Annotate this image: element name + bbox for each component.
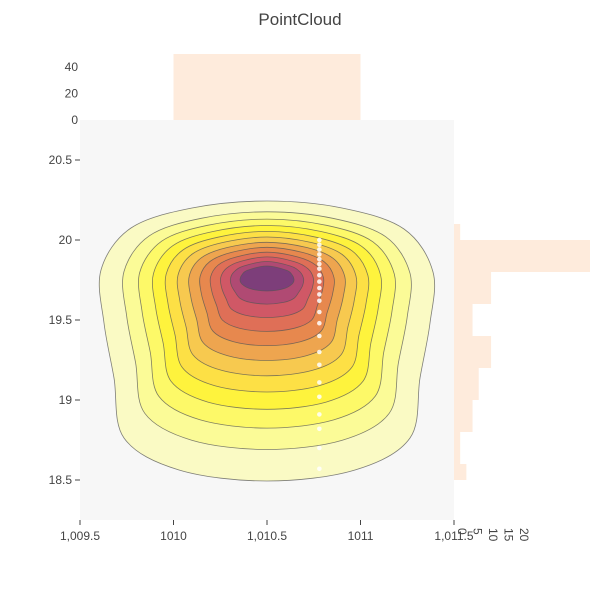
data-point: [317, 298, 322, 304]
top-histogram-tick-label: 0: [71, 113, 78, 127]
right-histogram-bar: [454, 368, 479, 384]
top-histogram-axis: 0 20 40: [65, 60, 79, 127]
data-point: [317, 309, 322, 315]
data-point: [317, 426, 322, 432]
data-point: [317, 362, 322, 368]
y-tick-label: 18.5: [49, 473, 73, 487]
chart-title: PointCloud: [258, 10, 341, 29]
x-tick-label: 1011: [348, 529, 374, 543]
data-point: [317, 279, 322, 284]
right-histogram-tick-label: 5: [470, 528, 484, 535]
data-point: [317, 292, 322, 297]
right-histogram-bar: [454, 224, 461, 240]
right-histogram-bar: [454, 432, 461, 448]
top-histogram: [173, 54, 361, 120]
data-point: [317, 380, 322, 385]
data-point: [317, 256, 322, 262]
data-point: [317, 412, 322, 417]
data-point: [317, 394, 322, 400]
top-histogram-tick-label: 40: [65, 60, 79, 74]
data-point: [317, 445, 322, 451]
x-tick-label: 1,009.5: [60, 529, 100, 543]
y-tick-label: 20.5: [49, 153, 73, 167]
scatter-points: [317, 237, 322, 472]
x-tick-label: 1,011.5: [434, 529, 473, 543]
top-histogram-tick-label: 20: [65, 87, 79, 101]
data-point: [317, 252, 322, 257]
data-point: [317, 320, 322, 326]
right-histogram-bar: [454, 304, 473, 320]
right-histogram-bar: [454, 272, 492, 288]
right-histogram: [454, 224, 590, 480]
right-histogram-axis: 0 5 10 15 20: [455, 528, 531, 542]
right-histogram-bar: [454, 384, 479, 400]
x-tick-label: 1,010.5: [247, 529, 287, 543]
right-histogram-tick-label: 10: [486, 528, 500, 542]
density-contours: [98, 200, 436, 482]
data-point: [317, 349, 322, 355]
top-histogram-bar: [173, 54, 361, 120]
right-histogram-tick-label: 0: [455, 528, 469, 535]
data-point: [317, 333, 322, 339]
right-histogram-bar: [454, 256, 590, 272]
right-histogram-bar: [454, 352, 492, 368]
data-point: [317, 242, 322, 248]
contour-level-12: [239, 265, 295, 292]
data-point: [317, 466, 322, 472]
data-point: [317, 285, 322, 291]
x-axis: 1,009.5 1010 1,010.5 1011 1,011.5: [60, 520, 474, 543]
right-histogram-bar: [454, 416, 473, 432]
right-histogram-bar: [454, 336, 492, 352]
data-point: [317, 237, 322, 243]
right-histogram-tick-label: 15: [501, 528, 515, 542]
y-tick-label: 19: [59, 393, 73, 407]
right-histogram-bar: [454, 448, 461, 464]
y-tick-label: 20: [59, 233, 73, 247]
data-point: [317, 272, 322, 278]
right-histogram-bar: [454, 400, 473, 416]
y-axis: 18.5 19 19.5 20 20.5: [49, 153, 80, 487]
right-histogram-bar: [454, 288, 492, 304]
right-histogram-tick-label: 20: [517, 528, 531, 542]
right-histogram-bar: [454, 320, 473, 336]
x-tick-label: 1010: [160, 529, 187, 543]
right-histogram-bar: [454, 464, 467, 480]
data-point: [317, 261, 322, 267]
y-tick-label: 19.5: [49, 313, 73, 327]
right-histogram-bar: [454, 240, 590, 256]
data-point: [317, 247, 322, 252]
data-point: [317, 266, 322, 272]
